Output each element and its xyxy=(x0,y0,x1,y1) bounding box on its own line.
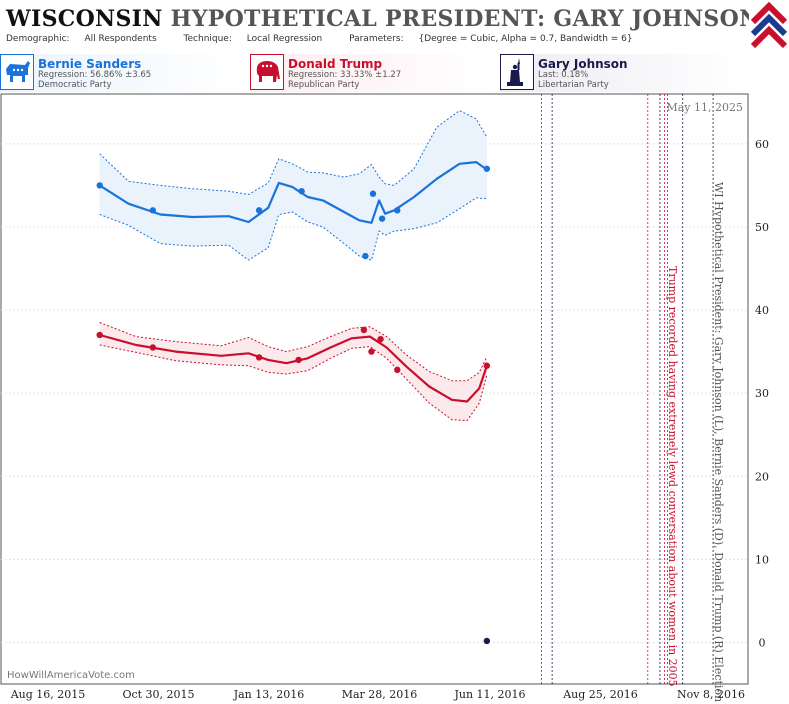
bernie-sanders-poll-point xyxy=(255,207,263,214)
gary-johnson-poll-point xyxy=(483,637,491,645)
legend-party: Libertarian Party xyxy=(538,80,609,90)
y-tick-label: 50 xyxy=(755,221,769,234)
technique-value: Local Regression xyxy=(246,34,323,44)
legend-party: Democratic Party xyxy=(38,80,112,90)
donald-trump-poll-point xyxy=(255,354,263,361)
demographic-label: Demographic: xyxy=(6,34,70,44)
bernie-sanders-poll-point xyxy=(298,188,305,195)
donald-trump-poll-point xyxy=(394,366,401,374)
legend-gary-johnson[interactable]: Gary Johnson Last: 0.18% Libertarian Par… xyxy=(500,54,744,92)
legend-name: Donald Trump xyxy=(288,57,383,71)
y-tick-label: 10 xyxy=(755,553,769,566)
x-axis-ticks: Aug 16, 2015 Oct 30, 2015 Jan 13, 2016 Mar … xyxy=(10,688,745,701)
flag-logo-icon xyxy=(749,0,789,52)
x-tick-label: Nov 8, 2016 xyxy=(677,688,745,701)
elephant-icon xyxy=(250,54,284,90)
donald-trump-poll-point xyxy=(149,344,157,351)
bernie-sanders-poll-point xyxy=(369,190,377,197)
statue-of-liberty-icon xyxy=(500,54,534,90)
donald-trump-trend-line xyxy=(99,333,488,403)
x-tick-label: Aug 16, 2015 xyxy=(10,688,86,701)
plot-frame xyxy=(0,93,749,685)
legend-name: Gary Johnson xyxy=(538,57,628,71)
regression-lines xyxy=(99,161,488,403)
demographic-value: All Respondents xyxy=(84,34,157,44)
chart-metadata: Demographic: All Respondents Technique: … xyxy=(6,34,657,44)
legend-stat: Regression: 33.33% ±1.27 xyxy=(288,70,402,80)
title-rest: HYPOTHETICAL PRESIDENT: GARY JOHNSON (L)… xyxy=(170,6,789,32)
legend-donald-trump[interactable]: Donald Trump Regression: 33.33% ±1.27 Re… xyxy=(250,54,494,92)
legend-bernie-sanders[interactable]: Bernie Sanders Regression: 56.86% ±3.65 … xyxy=(0,54,244,92)
bernie-sanders-poll-point xyxy=(149,207,157,214)
legend-name: Bernie Sanders xyxy=(38,57,142,71)
parameters-label: Parameters: xyxy=(349,34,404,44)
title-state: WISCONSIN xyxy=(6,6,163,32)
bernie-sanders-poll-point xyxy=(378,215,386,222)
donkey-icon xyxy=(0,54,34,90)
confidence-bands xyxy=(99,110,488,422)
x-tick-label: Jan 13, 2016 xyxy=(233,688,305,701)
bernie-sanders-poll-point xyxy=(362,252,369,260)
bernie-sanders-poll-point xyxy=(394,207,401,214)
donald-trump-poll-point xyxy=(360,326,368,334)
y-tick-label: 0 xyxy=(759,636,766,649)
donald-trump-poll-point xyxy=(377,335,384,343)
event-annotation: Trump recorded having extremely lewd con… xyxy=(666,266,679,687)
y-tick-label: 20 xyxy=(755,470,769,483)
y-tick-label: 60 xyxy=(755,138,769,151)
event-lines xyxy=(541,94,714,684)
watermark: HowWillAmericaVote.com xyxy=(7,670,135,681)
bernie-sanders-poll-point xyxy=(483,165,491,172)
x-tick-label: Mar 28, 2016 xyxy=(342,688,418,701)
donald-trump-poll-point xyxy=(295,356,302,364)
y-tick-label: 40 xyxy=(755,304,769,317)
vertical-chart-title: WI Hypothetical President: Gary Johnson … xyxy=(712,182,725,702)
bernie-sanders-lower-bound xyxy=(99,197,487,261)
bernie-sanders-poll-point xyxy=(96,182,103,189)
donald-trump-poll-point xyxy=(368,348,375,355)
donald-trump-poll-point xyxy=(483,362,491,369)
poll-points xyxy=(96,165,491,645)
technique-label: Technique: xyxy=(183,34,232,44)
donald-trump-poll-point xyxy=(96,331,103,339)
donald-trump-lower-bound xyxy=(99,344,488,422)
chart-title: WISCONSIN HYPOTHETICAL PRESIDENT: GARY J… xyxy=(6,6,789,32)
donald-trump-band xyxy=(99,322,487,421)
x-tick-label: Oct 30, 2015 xyxy=(122,688,194,701)
bernie-sanders-band xyxy=(99,110,487,261)
x-tick-label: Aug 25, 2016 xyxy=(562,688,638,701)
y-axis-ticks: 0 10 20 30 40 50 60 xyxy=(755,138,769,650)
bernie-sanders-trend-line xyxy=(99,161,488,224)
donald-trump-upper-bound xyxy=(99,322,488,382)
legend-party: Republican Party xyxy=(288,80,360,90)
date-stamp: May 11, 2025 xyxy=(666,101,743,114)
chart-header: WISCONSIN HYPOTHETICAL PRESIDENT: GARY J… xyxy=(0,0,789,52)
legend-stat: Last: 0.18% xyxy=(538,70,589,80)
parameters-value: {Degree = Cubic, Alpha = 0.7, Bandwidth … xyxy=(418,34,633,44)
y-tick-label: 30 xyxy=(755,387,769,400)
x-tick-label: Jun 11, 2016 xyxy=(453,688,525,701)
legend-stat: Regression: 56.86% ±3.65 xyxy=(38,70,152,80)
